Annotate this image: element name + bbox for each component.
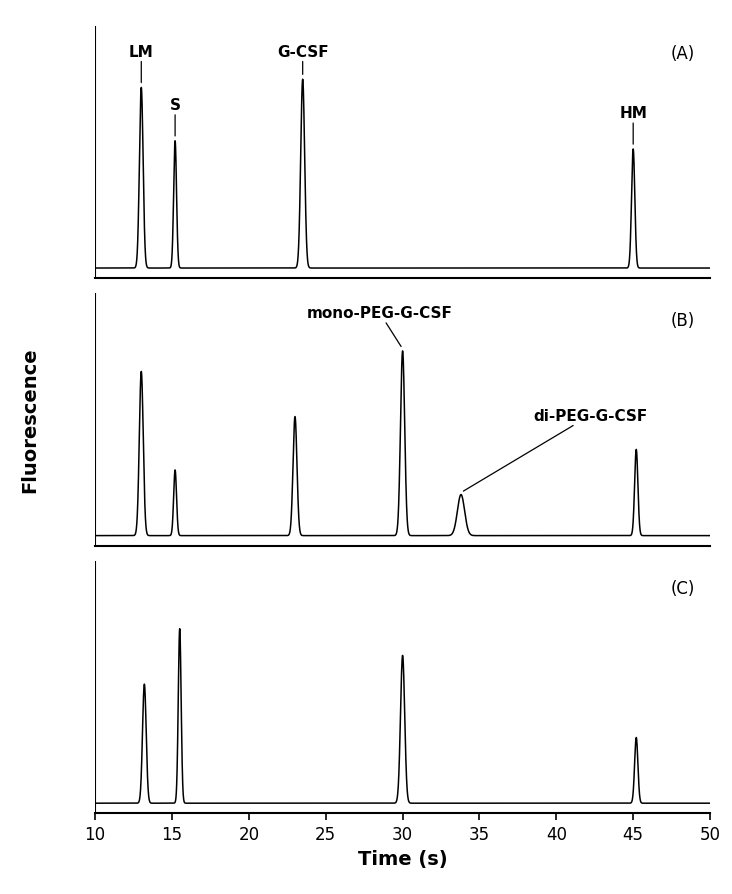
X-axis label: Time (s): Time (s) bbox=[358, 849, 447, 868]
Text: (C): (C) bbox=[671, 579, 695, 597]
Text: G-CSF: G-CSF bbox=[277, 45, 329, 75]
Text: HM: HM bbox=[619, 106, 647, 145]
Text: (B): (B) bbox=[671, 312, 695, 330]
Text: LM: LM bbox=[129, 45, 154, 83]
Text: mono-PEG-G-CSF: mono-PEG-G-CSF bbox=[307, 306, 452, 347]
Text: Fluorescence: Fluorescence bbox=[20, 348, 39, 493]
Text: S: S bbox=[170, 98, 181, 137]
Text: (A): (A) bbox=[671, 45, 695, 63]
Text: di-PEG-G-CSF: di-PEG-G-CSF bbox=[463, 409, 648, 492]
